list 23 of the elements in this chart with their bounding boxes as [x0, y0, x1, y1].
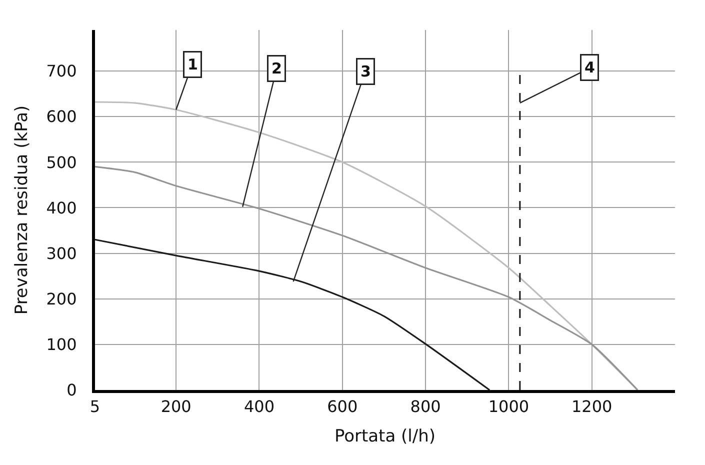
- y-tick-label: 200: [46, 289, 77, 308]
- y-tick-label: 300: [46, 244, 77, 263]
- line-series: [95, 166, 638, 390]
- x-axis-title: Portata (l/h): [334, 426, 436, 447]
- y-axis-title: Prevalenza residua (kPa): [12, 105, 32, 315]
- y-tick-label: 600: [46, 107, 77, 126]
- annotation: 4: [584, 58, 595, 76]
- x-tick-label: 600: [327, 397, 358, 416]
- x-tick-label: 1000: [488, 397, 530, 416]
- y-tick-label: 500: [46, 152, 77, 172]
- y-tick-label: 0: [66, 380, 77, 400]
- annotation: 1: [188, 56, 198, 74]
- x-tick-label: 400: [244, 397, 275, 416]
- y-tick-label: 700: [46, 62, 77, 81]
- x-tick-label: 800: [410, 397, 441, 416]
- x-tick-label: 200: [160, 397, 192, 416]
- y-tick-label: 400: [46, 198, 77, 218]
- y-tick-label: 100: [46, 335, 77, 354]
- annotation: 3: [360, 62, 371, 80]
- x-tick-label: 5: [90, 397, 100, 416]
- annotation: 2: [272, 60, 282, 78]
- line-series: [95, 101, 638, 390]
- x-tick-label: 1200: [571, 397, 612, 416]
